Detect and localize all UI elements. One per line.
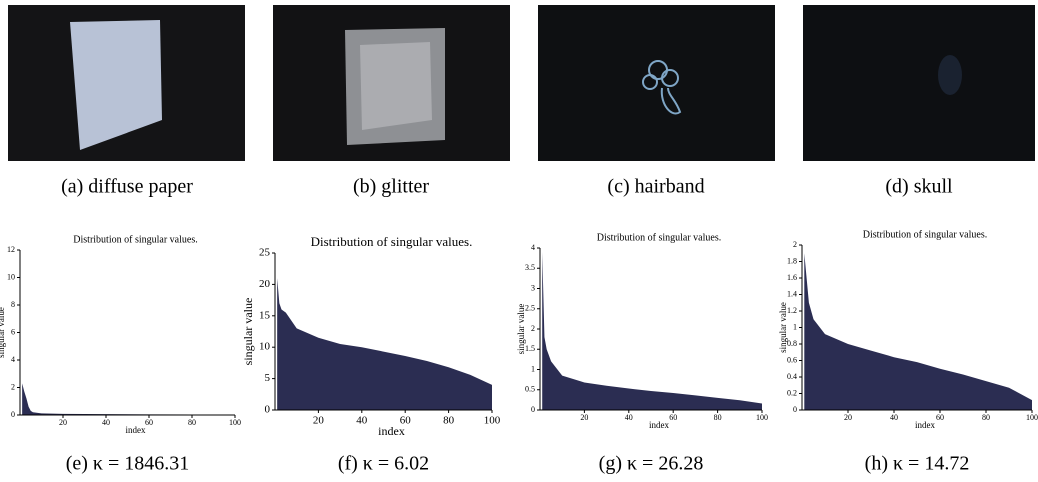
x-tick-label: 60 xyxy=(145,418,153,427)
y-tick-label: 0.8 xyxy=(787,339,797,348)
x-tick-label: 20 xyxy=(313,415,325,427)
y-tick-label: 0.6 xyxy=(787,355,797,364)
photo-d xyxy=(803,5,1035,161)
x-tick-label: 80 xyxy=(188,418,196,427)
y-axis-label: singular value xyxy=(516,304,526,355)
x-axis-label: index xyxy=(378,424,405,438)
y-tick-label: 1.4 xyxy=(787,289,797,298)
photo-a xyxy=(8,5,245,161)
x-tick-label: 40 xyxy=(102,418,110,427)
x-tick-label: 40 xyxy=(890,413,898,422)
x-tick-label: 100 xyxy=(1026,413,1038,422)
y-tick-label: 1 xyxy=(793,322,797,331)
y-tick-label: 1.8 xyxy=(787,256,797,265)
y-tick-label: 0.5 xyxy=(525,385,535,394)
y-tick-label: 1.2 xyxy=(787,306,797,315)
caption: (a) diffuse paper xyxy=(61,176,193,198)
x-tick-label: 40 xyxy=(625,413,633,422)
y-tick-label: 4 xyxy=(11,355,15,364)
photo-b xyxy=(273,5,510,161)
y-tick-label: 6 xyxy=(11,327,15,336)
y-tick-label: 1.6 xyxy=(787,273,797,282)
y-tick-label: 2 xyxy=(11,382,15,391)
y-tick-label: 12 xyxy=(7,245,15,254)
caption: (c) hairband xyxy=(607,176,704,198)
y-axis-label: singular value xyxy=(241,298,255,366)
caption: (g) κ = 26.28 xyxy=(599,453,704,475)
chart-title: Distribution of singular values. xyxy=(863,229,987,240)
x-tick-label: 80 xyxy=(714,413,722,422)
area xyxy=(277,278,492,410)
y-tick-label: 1 xyxy=(531,364,535,373)
y-tick-label: 8 xyxy=(11,300,15,309)
y-axis-label: singular value xyxy=(0,307,6,358)
x-axis-label: index xyxy=(915,420,935,430)
y-tick-label: 2 xyxy=(793,240,797,249)
x-tick-label: 60 xyxy=(669,413,677,422)
y-tick-label: 1.5 xyxy=(525,344,535,353)
y-tick-label: 25 xyxy=(259,247,271,259)
chart-title: Distribution of singular values. xyxy=(311,234,473,249)
y-tick-label: 3 xyxy=(531,283,535,292)
y-tick-label: 0 xyxy=(793,405,797,414)
x-tick-label: 20 xyxy=(59,418,67,427)
x-tick-label: 60 xyxy=(400,415,412,427)
y-tick-label: 0.4 xyxy=(787,372,797,381)
y-tick-label: 3.5 xyxy=(525,263,535,272)
caption: (d) skull xyxy=(885,176,953,198)
x-axis-label: index xyxy=(126,425,146,435)
x-tick-label: 40 xyxy=(356,415,368,427)
caption: (h) κ = 14.72 xyxy=(865,453,970,475)
y-tick-label: 20 xyxy=(259,278,271,290)
y-axis-label: singular value xyxy=(778,302,788,353)
x-tick-label: 100 xyxy=(484,415,501,427)
x-tick-label: 60 xyxy=(936,413,944,422)
y-tick-label: 15 xyxy=(259,309,271,321)
x-tick-label: 20 xyxy=(580,413,588,422)
y-tick-label: 5 xyxy=(265,372,271,384)
caption: (e) κ = 1846.31 xyxy=(66,453,190,475)
y-tick-label: 2.5 xyxy=(525,304,535,313)
x-tick-label: 100 xyxy=(229,418,241,427)
y-tick-label: 0.2 xyxy=(787,388,797,397)
photo-c xyxy=(538,5,775,161)
x-tick-label: 100 xyxy=(756,413,768,422)
area xyxy=(542,252,762,410)
y-tick-label: 10 xyxy=(7,272,15,281)
y-tick-label: 4 xyxy=(531,243,535,252)
area xyxy=(22,383,236,415)
x-axis-label: index xyxy=(649,420,669,430)
y-tick-label: 0 xyxy=(531,405,535,414)
y-tick-label: 10 xyxy=(259,341,271,353)
y-tick-label: 2 xyxy=(531,324,535,333)
caption: (b) glitter xyxy=(353,176,429,198)
area xyxy=(804,253,1032,410)
x-tick-label: 20 xyxy=(844,413,852,422)
caption: (f) κ = 6.02 xyxy=(338,453,429,475)
x-tick-label: 80 xyxy=(982,413,990,422)
y-tick-label: 0 xyxy=(265,404,271,416)
chart-title: Distribution of singular values. xyxy=(597,232,721,243)
x-tick-label: 80 xyxy=(443,415,455,427)
chart-title: Distribution of singular values. xyxy=(73,234,197,245)
y-tick-label: 0 xyxy=(11,410,15,419)
